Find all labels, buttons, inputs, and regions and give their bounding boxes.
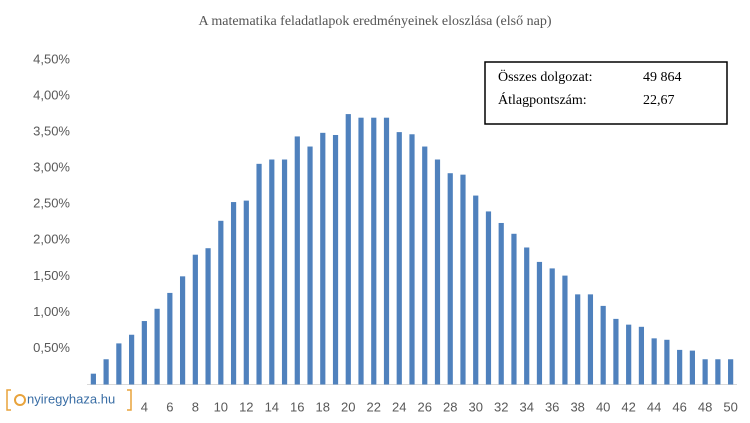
bar xyxy=(269,159,275,385)
bar xyxy=(575,294,581,385)
bar xyxy=(562,275,568,385)
bar xyxy=(371,117,377,385)
bar xyxy=(129,334,135,385)
x-tick-label: 18 xyxy=(316,399,330,414)
bar xyxy=(243,200,249,385)
bar xyxy=(485,211,492,385)
bar xyxy=(422,146,428,385)
x-tick-label: 24 xyxy=(392,399,406,414)
x-tick-label: 34 xyxy=(519,399,533,414)
bar xyxy=(638,326,645,385)
y-tick-label: 3,00% xyxy=(33,160,70,175)
bar xyxy=(154,308,160,385)
bar xyxy=(651,338,657,385)
bar xyxy=(205,248,211,385)
x-tick-label: 20 xyxy=(341,399,355,414)
bar xyxy=(587,294,594,385)
bar xyxy=(307,146,313,385)
bar xyxy=(434,159,441,385)
bar xyxy=(141,321,147,385)
bar xyxy=(728,359,734,385)
x-tick-label: 26 xyxy=(418,399,432,414)
x-tick-label: 16 xyxy=(290,399,304,414)
bar xyxy=(256,163,262,385)
bar xyxy=(626,324,632,385)
stats-value: 49 864 xyxy=(643,70,682,85)
x-tick-label: 32 xyxy=(494,399,508,414)
x-tick-label: 42 xyxy=(621,399,635,414)
x-tick-label: 28 xyxy=(443,399,457,414)
x-tick-label: 40 xyxy=(596,399,610,414)
y-tick-label: 2,00% xyxy=(33,232,70,247)
bar xyxy=(677,349,683,385)
bar xyxy=(218,220,224,385)
bar xyxy=(600,305,606,385)
bar xyxy=(536,261,543,385)
bar xyxy=(281,159,288,385)
bar xyxy=(409,134,415,385)
bar xyxy=(179,276,186,385)
bar xyxy=(116,343,122,385)
chart-title: A matematika feladatlapok eredményeinek … xyxy=(199,14,552,29)
bar xyxy=(90,373,96,385)
bar xyxy=(320,132,326,385)
x-tick-label: 8 xyxy=(192,399,199,414)
x-tick-label: 30 xyxy=(468,399,482,414)
bar xyxy=(294,136,300,385)
y-tick-label: 1,00% xyxy=(33,304,70,319)
x-tick-label: 38 xyxy=(570,399,584,414)
bracket xyxy=(6,389,11,411)
bar xyxy=(332,134,339,385)
bar xyxy=(524,247,530,385)
x-tick-label: 48 xyxy=(698,399,712,414)
bar xyxy=(358,117,364,385)
bar xyxy=(511,233,517,385)
x-tick-label: 14 xyxy=(265,399,279,414)
x-tick-label: 10 xyxy=(214,399,228,414)
bar xyxy=(167,292,173,385)
bar xyxy=(498,222,504,385)
y-tick-label: 4,50% xyxy=(33,51,70,66)
bar xyxy=(689,350,695,385)
x-tick-label: 6 xyxy=(166,399,173,414)
bar xyxy=(383,117,390,385)
bar xyxy=(664,339,670,385)
bar xyxy=(103,359,109,385)
bar xyxy=(549,268,555,385)
logo-icon xyxy=(14,394,26,406)
stats-label: Összes dolgozat: xyxy=(498,68,592,85)
bar xyxy=(396,132,402,385)
y-tick-label: 0,50% xyxy=(33,340,70,355)
stats-label: Átlagpontszám: xyxy=(498,91,587,108)
bar xyxy=(460,174,466,385)
y-tick-label: 3,50% xyxy=(33,124,70,139)
x-tick-label: 4 xyxy=(141,399,148,414)
bar xyxy=(715,359,721,385)
stats-box xyxy=(484,61,728,125)
x-tick-label: 50 xyxy=(723,399,737,414)
bar xyxy=(192,254,198,385)
y-tick-label: 1,50% xyxy=(33,268,70,283)
bracket xyxy=(127,389,132,411)
y-tick-label: 2,50% xyxy=(33,196,70,211)
bar xyxy=(230,202,237,385)
stats-value: 22,67 xyxy=(643,93,675,108)
x-tick-label: 46 xyxy=(672,399,686,414)
bar xyxy=(447,173,453,385)
bar xyxy=(613,318,619,385)
x-tick-label: 12 xyxy=(239,399,253,414)
x-tick-label: 36 xyxy=(545,399,559,414)
x-tick-label: 44 xyxy=(647,399,661,414)
bar xyxy=(473,195,479,385)
x-tick-label: 22 xyxy=(367,399,381,414)
bar xyxy=(702,359,708,385)
y-tick-label: 4,00% xyxy=(33,87,70,102)
bar xyxy=(345,114,351,385)
watermark: nyiregyhaza.hu xyxy=(27,391,115,406)
